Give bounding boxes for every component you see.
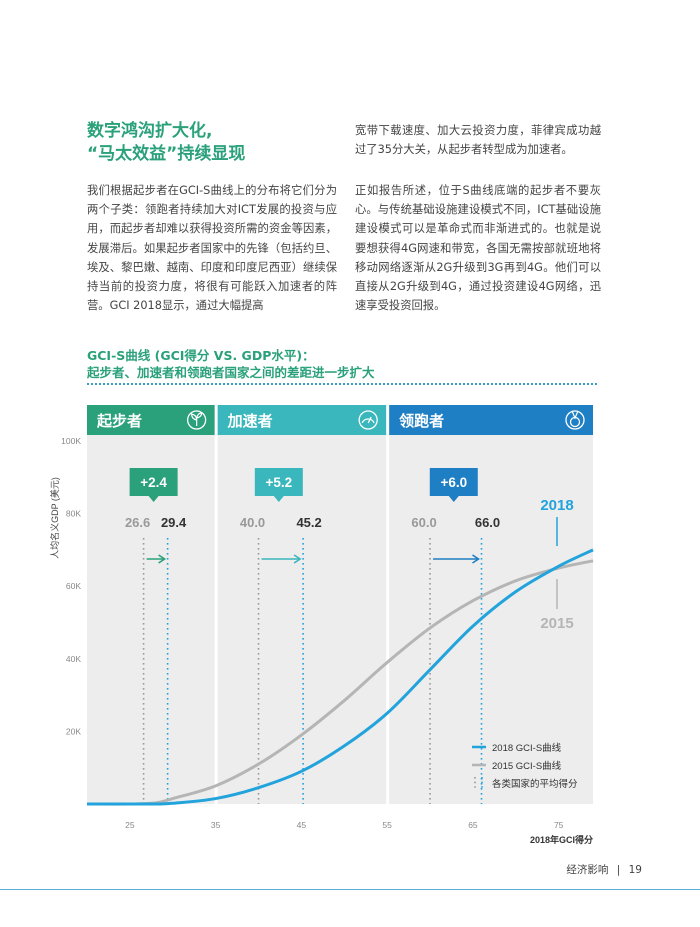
- series-2018-line: [87, 548, 594, 806]
- footer-section: 经济影响: [566, 864, 609, 876]
- headline-line-2: “马太效益”持续显现: [87, 144, 246, 164]
- headline-line-1: 数字鸿沟扩大化,: [87, 121, 213, 141]
- y-tick-label: 40K: [66, 654, 81, 664]
- shift-arrow-head: [293, 554, 302, 564]
- medal-ribbon: [571, 410, 579, 420]
- y-axis-label: 人均名义GDP (美元): [49, 477, 60, 559]
- group-panel-bg: [389, 435, 593, 804]
- icon-ring: [565, 410, 585, 430]
- change-badge-label: +2.4: [140, 475, 167, 490]
- group-header-bar: [389, 405, 593, 435]
- group-header-label: 起步者: [96, 412, 142, 430]
- legend-label-average: 各类国家的平均得分: [492, 778, 578, 790]
- x-tick-label: 55: [382, 820, 392, 830]
- body-left-paragraph: 我们根据起步者在GCI-S曲线上的分布将它们分为两个子类：领跑者持续加大对ICT…: [87, 184, 337, 313]
- y-tick-label: 80K: [66, 509, 81, 519]
- x-axis-label: 2018年GCI得分: [530, 834, 593, 845]
- footer-separator: |: [616, 864, 621, 876]
- score-2018-label: 29.4: [161, 515, 187, 530]
- gauge-arc: [361, 418, 375, 424]
- x-tick-label: 75: [554, 820, 564, 830]
- sprout-shape: [191, 412, 203, 426]
- group-header-label: 领跑者: [398, 412, 444, 430]
- x-tick-label: 35: [211, 820, 221, 830]
- group-header-bar: [87, 405, 215, 435]
- chart-title: GCI-S曲线 (GCI得分 VS. GDP水平)： 起步者、加速者和领跑者国家…: [87, 347, 375, 381]
- series-2015-year-label: 2015: [540, 615, 573, 632]
- shift-arrow-head: [158, 554, 167, 564]
- shift-arrow-head: [472, 554, 480, 564]
- y-tick-label: 60K: [66, 581, 81, 591]
- medal-icon: [565, 410, 585, 430]
- chart-title-line-2: 起步者、加速者和领跑者国家之间的差距进一步扩大: [87, 365, 375, 380]
- legend-label-2018: 2018 GCI-S曲线: [492, 742, 562, 754]
- y-tick-label: 100K: [61, 436, 81, 446]
- group-header-label: 加速者: [227, 412, 273, 430]
- icon-ring: [186, 410, 207, 430]
- change-badge: [254, 468, 303, 502]
- headline: 数字鸿沟扩大化, “马太效益”持续显现: [87, 120, 347, 166]
- x-tick-label: 25: [125, 820, 135, 830]
- page-number: 19: [628, 864, 642, 876]
- page-footer: 经济影响 | 19: [566, 862, 642, 877]
- change-badge: [129, 468, 178, 502]
- legend-label-2015: 2015 GCI-S曲线: [492, 760, 562, 772]
- speedometer-icon: [358, 410, 378, 430]
- body-right-paragraph-2: 正如报告所述，位于S曲线底端的起步者不要灰心。与传统基础设施建设模式不同，ICT…: [355, 184, 601, 313]
- title-dotted-divider: [87, 383, 597, 385]
- series-2018-year-label: 2018: [540, 497, 573, 514]
- group-header-bar: [217, 405, 387, 435]
- y-tick-label: 20K: [66, 726, 81, 736]
- change-badge: [429, 468, 478, 502]
- score-2018-label: 45.2: [296, 515, 321, 530]
- icon-ring: [358, 410, 378, 430]
- score-2015-label: 26.6: [125, 515, 150, 530]
- footer-divider: [0, 889, 700, 890]
- sprout-icon: [186, 410, 207, 430]
- chart-title-line-1: GCI-S曲线 (GCI得分 VS. GDP水平)：: [87, 348, 315, 363]
- change-badge-label: +6.0: [440, 475, 467, 490]
- body-right-paragraph-1: 宽带下载速度、加大云投资力度，菲律宾成功越过了35分大关，从起步者转型成为加速者…: [355, 124, 601, 157]
- score-2015-label: 60.0: [411, 515, 436, 530]
- score-2018-label: 66.0: [475, 515, 500, 530]
- change-badge-label: +5.2: [265, 475, 292, 490]
- x-tick-label: 45: [297, 820, 307, 830]
- gauge-needle: [367, 416, 372, 424]
- score-2015-label: 40.0: [240, 515, 265, 530]
- x-tick-label: 65: [468, 820, 478, 830]
- group-panel-bg: [217, 435, 387, 804]
